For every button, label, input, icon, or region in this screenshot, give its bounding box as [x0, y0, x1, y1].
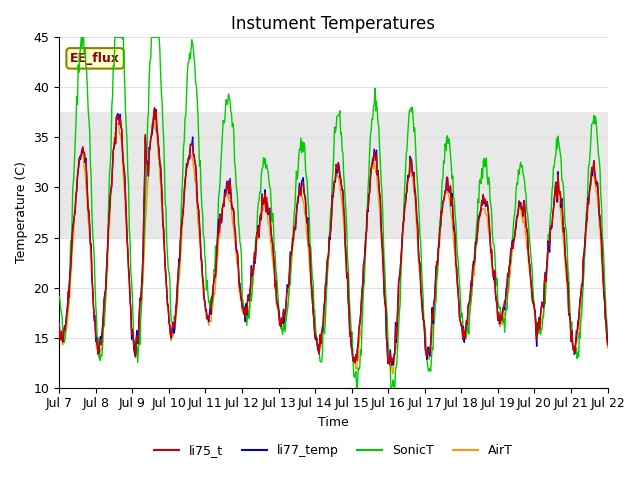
li75_t [386, 361, 394, 367]
SonicT [65, 282, 73, 288]
li75_t [122, 197, 129, 203]
SonicT [402, 165, 410, 171]
li77_temp [388, 362, 396, 368]
AirT [402, 198, 410, 204]
Y-axis label: Temperature (C): Temperature (C) [15, 162, 28, 264]
li75_t [150, 105, 158, 110]
li75_t [65, 295, 73, 300]
Line: li75_t: li75_t [59, 108, 607, 364]
li77_temp [150, 106, 158, 111]
li75_t [178, 222, 186, 228]
li75_t [207, 308, 215, 314]
Line: SonicT: SonicT [59, 37, 607, 388]
SonicT [353, 385, 360, 391]
SonicT [122, 123, 130, 129]
li75_t [55, 321, 63, 327]
li75_t [604, 342, 611, 348]
AirT [150, 112, 158, 118]
SonicT [178, 188, 186, 194]
AirT [418, 299, 426, 305]
AirT [65, 302, 73, 308]
X-axis label: Time: Time [318, 416, 349, 429]
SonicT [418, 260, 426, 266]
li77_temp [207, 312, 215, 317]
Legend: li75_t, li77_temp, SonicT, AirT: li75_t, li77_temp, SonicT, AirT [149, 440, 518, 463]
SonicT [55, 294, 63, 300]
AirT [207, 319, 215, 324]
AirT [122, 208, 129, 214]
SonicT [77, 35, 85, 40]
li75_t [418, 293, 426, 299]
li77_temp [418, 295, 426, 300]
li77_temp [604, 340, 611, 346]
li77_temp [65, 287, 73, 293]
li75_t [402, 200, 410, 206]
AirT [604, 345, 611, 350]
Title: Instument Temperatures: Instument Temperatures [232, 15, 435, 33]
AirT [388, 371, 396, 377]
Text: EE_flux: EE_flux [70, 52, 120, 65]
li77_temp [402, 201, 410, 206]
Line: AirT: AirT [59, 115, 607, 374]
Bar [59, 112, 607, 238]
SonicT [207, 295, 215, 301]
AirT [178, 229, 186, 235]
li77_temp [122, 192, 129, 198]
AirT [55, 322, 63, 328]
SonicT [604, 337, 611, 343]
li77_temp [178, 218, 186, 224]
li77_temp [55, 319, 63, 324]
Line: li77_temp: li77_temp [59, 108, 607, 365]
